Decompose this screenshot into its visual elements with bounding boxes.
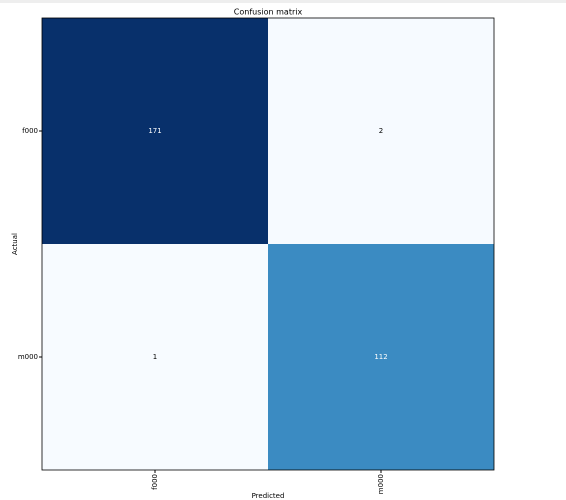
cell [268,18,494,244]
x-tick-label: f000 [151,474,159,490]
cell [268,244,494,470]
cell-label: 2 [379,127,383,135]
cell [42,244,268,470]
cell-label: 171 [148,127,161,135]
y-axis-label: Actual [11,233,19,255]
x-axis-label: Predicted [252,492,285,500]
plot-frame [41,17,495,471]
cell-label: 112 [374,353,387,361]
cell [42,18,268,244]
y-tick-label: m000 [18,353,38,361]
chart-title: Confusion matrix [234,8,303,17]
top-strip [0,0,566,3]
y-tick-label: f000 [22,127,38,135]
x-tick-label: m000 [377,474,385,494]
cell-label: 1 [153,353,157,361]
